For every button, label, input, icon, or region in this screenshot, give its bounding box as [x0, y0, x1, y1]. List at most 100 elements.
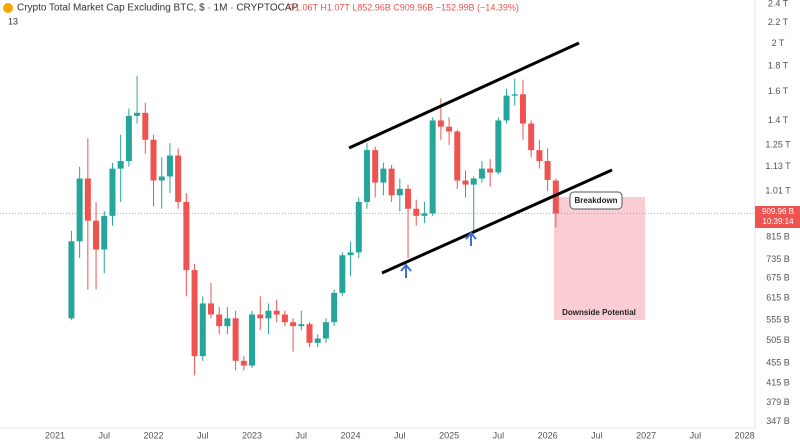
x-tick-label: 2026: [538, 430, 558, 440]
candle-body: [339, 255, 346, 293]
candle-body: [273, 310, 280, 315]
candle-body: [101, 215, 108, 250]
candle-body: [347, 252, 354, 256]
y-tick-label: 455 B: [766, 358, 790, 368]
candle-body: [544, 161, 551, 180]
x-tick-label: Jul: [690, 430, 702, 440]
candle-body: [125, 115, 132, 162]
logo: [3, 3, 13, 13]
y-tick-label: 1.13 T: [765, 161, 791, 171]
y-tick-label: 1.01 T: [765, 185, 791, 195]
candle-body: [232, 318, 239, 361]
candle-body: [331, 292, 338, 323]
candle-body: [207, 303, 214, 315]
y-tick-label: 1.6 T: [768, 86, 789, 96]
y-tick-label: 379 B: [766, 397, 790, 407]
candle-body: [117, 161, 124, 169]
candle-body: [142, 112, 149, 140]
candle-body: [421, 213, 428, 216]
candle-body: [503, 95, 510, 121]
candle-body: [478, 168, 485, 179]
candle-body: [191, 270, 198, 357]
y-tick-label: 735 B: [766, 254, 790, 264]
x-tick-label: 2021: [45, 430, 65, 440]
candle-body: [363, 150, 370, 202]
candle-body: [76, 178, 83, 242]
candle-body: [166, 155, 173, 177]
candle-body: [454, 131, 461, 181]
ohlc-text: O1.06T H1.07T L852.96B C909.96B −152.99B…: [288, 2, 519, 12]
y-tick-label: 1.4 T: [768, 115, 789, 125]
channel-lower: [381, 168, 613, 275]
candle-body: [396, 188, 403, 196]
x-tick-label: Jul: [394, 430, 406, 440]
x-tick-label: 2023: [242, 430, 262, 440]
candle-body: [265, 310, 272, 319]
candle-body: [322, 322, 329, 339]
candle-body: [290, 322, 297, 327]
y-tick-label: 1.25 T: [765, 139, 791, 149]
candle-body: [405, 188, 412, 209]
x-tick-label: Jul: [197, 430, 209, 440]
countdown: 10:39:14: [762, 217, 794, 226]
y-tick-label: 675 B: [766, 272, 790, 282]
x-tick-label: 2028: [735, 430, 755, 440]
x-tick-label: 2027: [636, 430, 656, 440]
y-tick-label: 2.2 T: [768, 17, 789, 27]
candle-body: [216, 314, 223, 327]
candle-body: [134, 112, 141, 116]
candle-body: [175, 155, 182, 202]
x-tick-label: 2025: [439, 430, 459, 440]
candle-body: [437, 120, 444, 127]
candle-body: [511, 94, 518, 96]
candle-body: [495, 120, 502, 173]
y-tick-label: 2 T: [772, 38, 785, 48]
x-tick-label: Jul: [591, 430, 603, 440]
candle-body: [536, 150, 543, 162]
price-label: 909.96 B: [762, 207, 794, 216]
downside-zone: [554, 197, 645, 320]
candle-body: [150, 139, 157, 181]
candle-body: [183, 201, 190, 271]
channel-upper: [348, 41, 580, 150]
candle-body: [257, 314, 264, 319]
candle-body: [281, 314, 288, 323]
indicator-count: 13: [8, 16, 18, 26]
candle-body: [199, 303, 206, 357]
y-tick-label: 347 B: [766, 416, 790, 426]
candle-body: [93, 220, 100, 250]
candle-body: [519, 94, 526, 124]
candle-body: [68, 241, 75, 319]
candle-body: [372, 150, 379, 183]
candle-body: [224, 318, 231, 327]
arrow-up: [400, 263, 412, 278]
arrow-up: [465, 231, 477, 246]
x-tick-label: 2024: [341, 430, 361, 440]
candle-body: [388, 168, 395, 196]
annotation: Downside Potential: [562, 308, 636, 317]
candle-body: [470, 178, 477, 185]
candle-body: [380, 168, 387, 183]
y-tick-label: 555 B: [766, 315, 790, 325]
candle-body: [158, 176, 165, 181]
x-tick-label: 2022: [144, 430, 164, 440]
candle-body: [446, 126, 453, 132]
y-tick-label: 815 B: [766, 232, 790, 242]
candle-body: [429, 120, 436, 214]
candle-body: [109, 168, 116, 216]
chart-title: Crypto Total Market Cap Excluding BTC, $…: [17, 3, 299, 14]
x-tick-label: Jul: [493, 430, 505, 440]
y-tick-label: 2.4 T: [768, 0, 789, 8]
candle-body: [306, 324, 313, 343]
candle-body: [487, 168, 494, 173]
candle-body: [528, 123, 535, 151]
breakdown-box: [569, 191, 623, 210]
candle-body: [462, 180, 469, 185]
candle-body: [355, 201, 362, 253]
y-tick-label: 415 B: [766, 377, 790, 387]
y-tick-label: 1.8 T: [768, 61, 789, 71]
x-tick-label: Jul: [296, 430, 308, 440]
candle-body: [240, 360, 247, 366]
